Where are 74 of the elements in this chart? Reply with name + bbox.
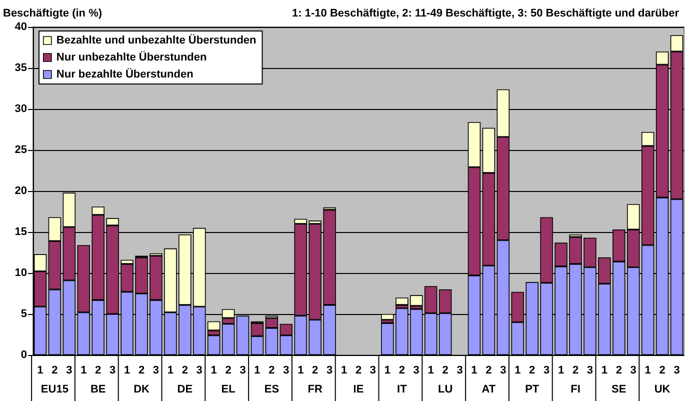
y-tick-label: 40 — [14, 21, 27, 33]
x-tick-label: 3 — [456, 364, 463, 376]
x-tick-label: 2 — [659, 364, 666, 376]
x-tick-label: 1 — [210, 364, 217, 376]
x-tick-label: 2 — [442, 364, 448, 376]
x-tick-label: 3 — [66, 364, 72, 376]
x-tick-label: 2 — [572, 364, 579, 376]
x-tick-label: 3 — [196, 364, 202, 376]
text: LU — [438, 384, 453, 396]
x-tick-label: 2 — [225, 364, 232, 376]
x-tick-label: 3 — [240, 364, 246, 376]
text: FI — [570, 384, 580, 396]
x-tick-label: 3 — [500, 364, 506, 376]
x-tick-label: 1 — [167, 364, 174, 376]
x-tick-label: 1 — [514, 364, 521, 376]
x-tick-label: 2 — [95, 364, 102, 376]
legend-label: Nur unbezahlte Überstunden — [56, 50, 208, 64]
x-tick-label: 1 — [80, 364, 87, 376]
text: ES — [264, 384, 280, 396]
x-tick-label: 3 — [674, 364, 680, 376]
text: EL — [221, 384, 236, 396]
x-tick-label: 3 — [326, 364, 333, 376]
x-tick-label: 2 — [398, 364, 405, 376]
x-tick-label: 1 — [601, 364, 608, 376]
x-tick-label: 2 — [268, 364, 275, 376]
x-tick-label: 2 — [138, 364, 145, 376]
text: IT — [397, 384, 408, 396]
y-tick-label: 0 — [20, 349, 27, 361]
text: EU15 — [40, 384, 68, 396]
text: UK — [654, 384, 670, 396]
x-tick-label: 2 — [529, 364, 536, 376]
x-tick-label: 3 — [152, 364, 160, 376]
text: DE — [177, 384, 193, 396]
x-tick-label: 1 — [124, 364, 130, 376]
x-tick-label: 1 — [428, 364, 434, 376]
x-tick-label: 1 — [644, 364, 651, 376]
text: SE — [612, 384, 626, 396]
text: IE — [353, 384, 364, 396]
x-tick-label: 3 — [544, 364, 550, 376]
y-tick-label: 5 — [20, 308, 27, 320]
x-tick-label: 3 — [630, 364, 636, 376]
y-tick-label: 20 — [14, 185, 27, 197]
x-tick-label: 2 — [312, 364, 318, 376]
x-tick-label: 1 — [340, 364, 348, 376]
y-tick-label: 30 — [14, 103, 27, 115]
text: PT — [525, 384, 540, 396]
legend-label: Nur bezahlte Überstunden — [56, 68, 194, 80]
x-tick-label: 1 — [298, 364, 304, 376]
x-tick-label: 3 — [370, 364, 376, 376]
x-tick-label: 3 — [110, 364, 116, 376]
x-tick-label: 2 — [486, 364, 492, 376]
x-tick-label: 3 — [586, 364, 594, 376]
y-tick-label: 15 — [14, 226, 27, 238]
text: FR — [308, 384, 322, 396]
text: DK — [134, 384, 150, 396]
x-tick-label: 1 — [558, 364, 564, 376]
x-tick-label: 2 — [616, 364, 622, 376]
x-tick-label: 1 — [254, 364, 260, 376]
x-tick-label: 1 — [471, 364, 478, 376]
x-tick-label: 2 — [52, 364, 58, 376]
y-axis-title: Beschäftigte (in %) — [3, 8, 102, 20]
x-tick-label: 1 — [384, 364, 390, 376]
text: BE — [90, 384, 106, 396]
x-tick-label: 2 — [355, 364, 362, 376]
x-tick-label: 3 — [413, 364, 420, 376]
x-tick-label: 3 — [283, 364, 290, 376]
y-tick-label: 10 — [14, 267, 27, 279]
chart-subtitle: 1: 1-10 Beschäftigte, 2: 11-49 Beschäftigte, 3: 50 Beschäftigte und darüber — [292, 8, 680, 20]
y-tick-label: 25 — [14, 144, 27, 156]
text: AT — [482, 384, 496, 396]
y-tick-label: 35 — [14, 62, 27, 74]
x-tick-label: 2 — [182, 364, 188, 376]
legend-label: Bezahlte und unbezahlte Überstunden — [56, 34, 257, 46]
x-tick-label: 1 — [37, 364, 44, 376]
